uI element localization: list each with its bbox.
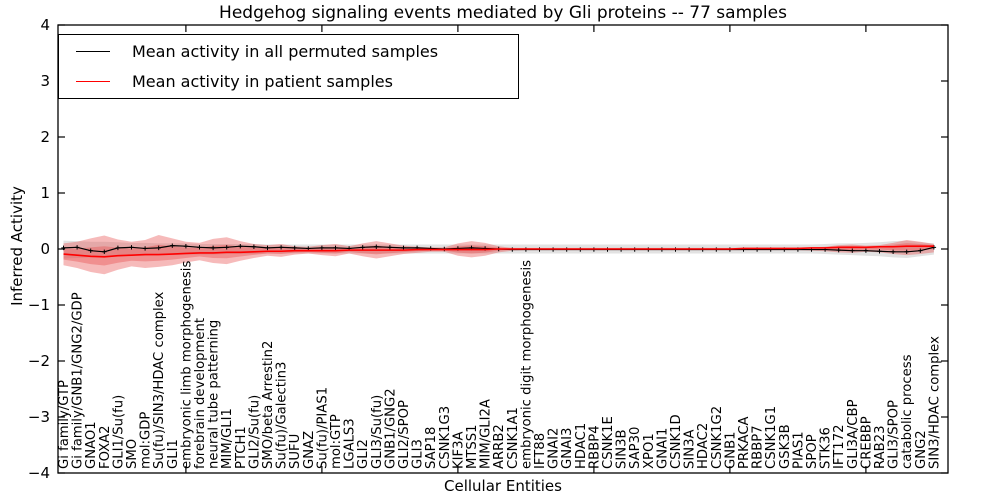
x-category-label: RBBP4 (587, 425, 602, 469)
x-category-label: GNAI3 (560, 428, 575, 469)
x-category-label: Gi family/GNB1/GNG2/GDP (71, 292, 86, 469)
x-category-label: Gi family/GTP (57, 380, 72, 469)
x-category-label: GLI2/SPOP (397, 400, 412, 469)
x-category-label: Su(fu)/SIN3/HDAC complex (152, 291, 167, 469)
chart-title: Hedgehog signaling events mediated by Gl… (219, 3, 787, 23)
legend-line-patient-icon (76, 81, 110, 83)
x-category-label: GNB1 (723, 431, 738, 469)
x-category-label: CSNK1G3 (438, 406, 453, 469)
x-category-label: GLI3/SPOP (887, 400, 902, 469)
x-category-label: PTCH1 (234, 426, 249, 469)
x-category-label: FOXA2 (98, 425, 113, 469)
x-category-label: GLI1 (166, 439, 181, 469)
x-category-label: embryonic limb morphogenesis (179, 261, 194, 469)
x-category-label: IFT88 (533, 433, 548, 469)
y-tick-label: −2 (28, 352, 50, 370)
x-category-label: HDAC2 (696, 423, 711, 469)
legend: Mean activity in all permuted samples Me… (58, 34, 519, 99)
x-category-label: Su(fu)/Galectin3 (275, 362, 290, 469)
x-category-label: MIM/GLI1 (220, 408, 235, 469)
legend-line-permuted-icon (76, 50, 110, 52)
x-category-label: CSNK1E (601, 416, 616, 469)
x-category-label: SIN3A (683, 429, 698, 469)
x-category-label: GLI2 (356, 439, 371, 469)
x-category-label: GNAO1 (84, 421, 99, 469)
x-category-label: GLI3A/CBP (846, 399, 861, 469)
x-category-label: STK36 (819, 427, 834, 469)
x-category-label: forebrain development (193, 318, 208, 469)
x-category-label: SUFU (288, 434, 303, 469)
x-category-label: IFT172 (832, 425, 847, 469)
x-category-label: neural tube patterning (207, 320, 222, 469)
x-category-label: GLI3 (411, 439, 426, 469)
y-tick-label: −1 (28, 296, 50, 314)
x-category-label: GLI1/Su(fu) (111, 395, 126, 469)
x-category-label: mol:GTP (329, 414, 344, 469)
x-category-label: MIM/GLI2A (479, 399, 494, 469)
x-category-label: MTSS1 (465, 424, 480, 469)
x-category-label: GNAI1 (655, 428, 670, 469)
x-category-label: PRKACA (737, 416, 752, 469)
x-category-label: GNB1/GNG2 (383, 388, 398, 469)
x-category-label: LGALS3 (343, 418, 358, 469)
patient-mean-line (63, 245, 934, 258)
y-axis-label: Inferred Activity (8, 186, 26, 306)
legend-label-permuted: Mean activity in all permuted samples (132, 41, 439, 61)
y-tick-label: 0 (40, 240, 50, 258)
x-category-label: CSNK1G1 (764, 406, 779, 469)
x-category-label: GNAZ (302, 431, 317, 469)
legend-item-patient: Mean activity in patient samples (59, 68, 518, 96)
x-category-label: catabolic process (900, 354, 915, 469)
y-tick-label: 2 (40, 128, 50, 146)
x-category-label: SIN3B (615, 429, 630, 469)
x-category-label: SIN3/HDAC complex (927, 336, 942, 469)
y-tick-label: 4 (40, 16, 50, 34)
patient-std-band-outer (63, 235, 934, 275)
y-tick-label: −4 (28, 464, 50, 482)
x-category-label: CSNK1D (669, 414, 684, 469)
x-category-label: SAP30 (628, 427, 643, 469)
x-category-label: GLI3/Su(fu) (370, 395, 385, 469)
x-category-label: RBBP7 (751, 425, 766, 469)
x-category-label: Su(fu)/PIAS1 (315, 387, 330, 469)
x-category-label: CSNK1A1 (506, 407, 521, 469)
x-category-label: KIF3A (451, 431, 466, 469)
x-category-label: CREBBP (859, 416, 874, 469)
y-tick-label: 1 (40, 184, 50, 202)
x-axis-label: Cellular Entities (444, 477, 562, 495)
y-tick-label: −3 (28, 408, 50, 426)
x-category-label: GNAI2 (547, 428, 562, 469)
x-category-label: ARRB2 (492, 424, 507, 469)
legend-label-patient: Mean activity in patient samples (132, 72, 393, 92)
x-category-label: SMO/beta Arrestin2 (261, 341, 276, 469)
x-category-label: embryonic digit morphogenesis (519, 260, 534, 469)
y-tick-label: 3 (40, 72, 50, 90)
x-category-label: HDAC1 (574, 423, 589, 469)
x-category-label: XPO1 (642, 433, 657, 469)
x-category-label: SMO (125, 439, 140, 469)
x-category-label: SPOP (805, 434, 820, 469)
x-category-label: GNG2 (914, 430, 929, 469)
x-category-label: CSNK1G2 (710, 406, 725, 469)
x-category-label: SAP18 (424, 427, 439, 469)
x-category-label: RAB23 (873, 426, 888, 469)
x-category-label: mol:GDP (139, 412, 154, 469)
x-category-label: GSK3B (778, 424, 793, 469)
legend-item-permuted: Mean activity in all permuted samples (59, 37, 518, 65)
x-category-label: GLI2/Su(fu) (247, 395, 262, 469)
x-category-label: PIAS1 (791, 431, 806, 469)
